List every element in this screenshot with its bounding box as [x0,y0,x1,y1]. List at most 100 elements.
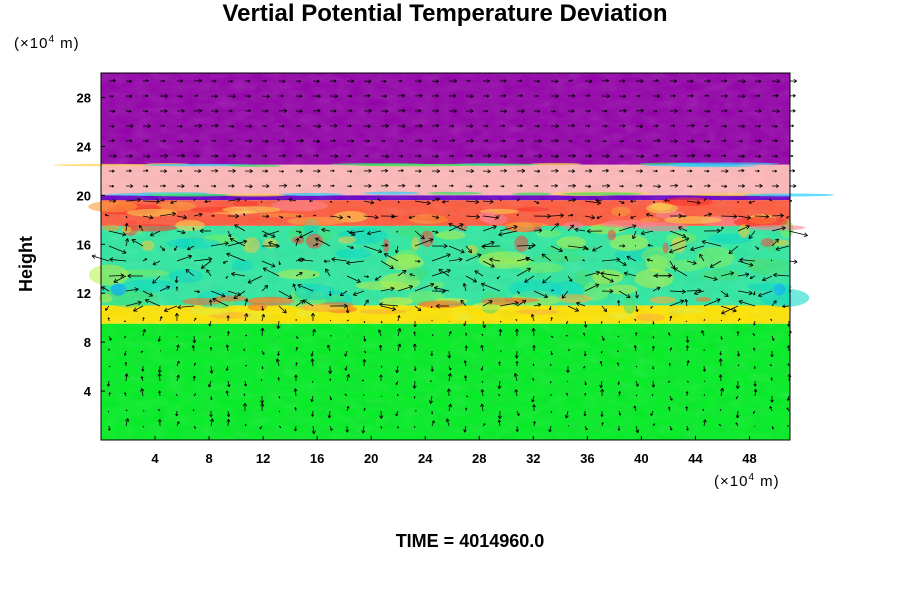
vector-arrow [669,289,686,294]
vector-arrow [244,199,247,202]
vector-arrow [576,301,586,307]
vector-arrow [448,214,450,217]
vector-arrow [481,244,501,249]
vector-arrow [193,290,200,294]
vector-arrow [703,139,710,143]
vector-arrow [227,139,233,143]
vector-arrow [515,361,519,367]
vector-arrow [482,199,494,204]
vector-arrow [709,260,722,268]
vector-arrow [618,79,626,83]
vector-arrow [395,365,400,374]
vector-arrow [312,124,322,129]
vector-arrow [669,395,673,401]
vector-arrow [530,313,535,322]
vector-arrow [210,168,219,173]
vector-arrow [752,333,756,337]
vector-arrow [431,197,440,202]
vector-arrow [737,94,746,99]
vector-arrow [771,154,778,158]
vector-arrow [379,344,383,352]
vector-arrow [125,238,130,247]
vector-arrow [669,213,683,219]
vector-arrow [210,109,219,114]
vector-arrow [565,334,569,337]
vector-arrow [412,343,417,352]
vector-arrow [243,213,246,217]
vector-arrow [635,94,641,98]
vector-arrow [601,305,608,312]
vector-arrow [227,94,236,99]
vector-arrow [329,184,335,188]
vector-arrow [448,124,454,128]
vector-arrow [312,169,321,174]
vector-arrow [344,350,348,357]
vector-arrow [352,290,365,297]
vector-arrow [331,257,348,262]
vector-arrow [329,154,339,159]
x-tick-label: 24 [418,451,433,466]
vector-arrow [516,267,531,277]
vector-arrow [669,139,678,144]
vector-arrow [346,124,352,128]
vector-arrow [752,410,756,414]
vector-arrow [601,183,611,188]
vector-arrow [108,154,117,159]
vector-arrow [601,288,614,294]
vector-arrow [278,108,288,113]
vector-arrow [775,245,790,251]
vector-arrow [149,230,161,237]
vector-arrow [124,373,129,382]
vector-arrow [668,363,671,367]
vector-arrow [209,347,213,352]
vector-arrow [321,227,331,233]
vector-arrow [192,409,195,412]
vector-arrow [651,380,656,388]
vector-arrow [312,94,321,99]
vector-arrow [652,110,658,113]
vector-arrow [448,78,457,84]
vector-arrow [409,273,416,277]
vector-arrow [464,375,468,382]
vector-arrow [550,109,556,113]
vector-arrow [720,271,735,277]
vector-arrow [787,363,790,367]
vector-arrow [737,168,745,173]
vector-arrow [108,392,111,397]
vector-arrow [635,365,638,368]
vector-arrow [703,394,706,397]
vector-arrow [329,139,336,143]
vector-arrow [499,109,507,114]
vector-arrow [434,286,450,292]
vector-arrow [278,215,284,219]
vector-arrow [123,320,127,323]
vector-arrow [142,79,149,83]
vector-arrow [669,124,675,128]
vector-arrow [703,298,721,307]
vector-arrow [703,228,721,234]
vector-arrow [754,94,761,98]
vector-arrow [244,109,251,113]
vector-arrow [157,373,162,382]
vector-arrow [699,253,705,262]
vector-arrow [210,184,217,188]
vector-arrow [185,269,195,277]
vector-arrow [159,79,165,83]
vector-arrow [718,374,723,382]
vector-arrow [482,288,485,292]
vector-arrow [686,79,694,83]
vector-arrow [145,298,161,307]
vector-arrow [108,94,114,98]
y-tick-label: 4 [84,384,92,399]
vector-arrow [654,273,671,279]
vector-arrow [601,257,621,262]
vector-arrow [142,425,145,428]
vector-arrow [125,197,142,203]
vector-arrow [363,275,369,279]
vector-arrow [584,270,600,277]
vector-arrow [618,94,627,99]
vector-arrow [550,335,554,338]
vector-arrow [669,299,685,307]
vector-arrow [616,362,620,367]
vector-arrow [244,154,252,158]
